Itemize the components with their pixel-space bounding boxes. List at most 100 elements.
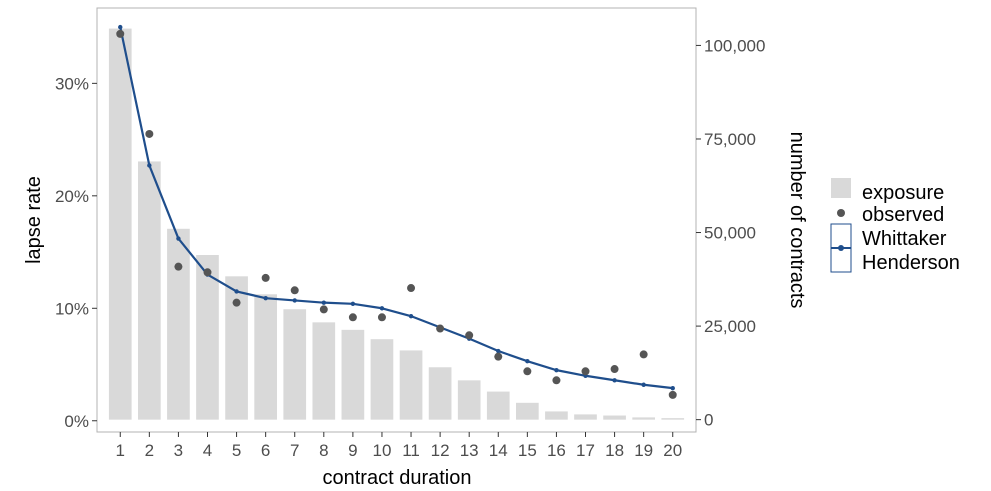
x-tick-label-14: 14 xyxy=(489,441,508,460)
whittaker-henderson-point-16 xyxy=(554,367,559,373)
right-tick-label-0: 0 xyxy=(704,411,713,430)
x-tick-label-20: 20 xyxy=(663,441,682,460)
right-tick-label-3: 75,000 xyxy=(704,130,756,149)
observed-point-6 xyxy=(261,273,270,282)
x-tick-label-3: 3 xyxy=(174,441,183,460)
x-tick-label-7: 7 xyxy=(290,441,299,460)
legend-key-observed xyxy=(837,209,845,217)
exposure-bar-2 xyxy=(138,161,161,420)
observed-point-11 xyxy=(407,284,416,293)
exposure-bar-7 xyxy=(283,309,307,420)
observed-point-10 xyxy=(377,313,386,322)
legend-key-exposure xyxy=(831,178,851,198)
observed-point-5 xyxy=(232,298,241,307)
x-tick-label-10: 10 xyxy=(373,441,392,460)
legend-label-whittaker: Whittaker xyxy=(862,228,947,250)
exposure-bar-20 xyxy=(661,418,685,420)
whittaker-henderson-point-3 xyxy=(176,236,181,241)
right-axis-title: number of contracts xyxy=(786,132,808,309)
observed-point-1 xyxy=(116,29,125,38)
right-y-axis: 0 25,000 50,000 75,000 100,000 xyxy=(696,36,765,430)
whittaker-henderson-point-1 xyxy=(118,24,123,30)
exposure-bar-6 xyxy=(254,294,277,420)
exposure-bar-11 xyxy=(399,350,423,420)
observed-point-14 xyxy=(494,352,503,361)
whittaker-henderson-point-2 xyxy=(147,163,152,168)
x-axis: 1 2 3 4 5 6 7 8 9 10 11 12 13 14 15 16 17 18 19 20 xyxy=(116,432,682,460)
right-tick-label-2: 50,000 xyxy=(704,224,756,243)
exposure-bar-1 xyxy=(108,28,132,420)
observed-point-3 xyxy=(174,262,183,271)
exposure-bar-17 xyxy=(574,414,597,420)
x-tick-label-2: 2 xyxy=(145,441,154,460)
whittaker-henderson-point-20 xyxy=(670,385,675,391)
exposure-bar-3 xyxy=(167,228,190,420)
exposure-bar-8 xyxy=(312,322,336,420)
legend: exposure observed Whittaker Henderson xyxy=(830,178,960,274)
exposure-bar-9 xyxy=(341,329,365,420)
x-tick-label-13: 13 xyxy=(460,441,479,460)
exposure-bar-16 xyxy=(545,411,568,420)
observed-point-12 xyxy=(436,324,445,333)
x-tick-label-19: 19 xyxy=(634,441,653,460)
exposure-bar-13 xyxy=(457,380,481,420)
x-tick-label-1: 1 xyxy=(116,441,125,460)
observed-point-7 xyxy=(290,286,299,295)
legend-label-henderson: Henderson xyxy=(862,252,960,274)
whittaker-henderson-point-11 xyxy=(408,313,414,319)
observed-point-13 xyxy=(465,331,474,340)
x-tick-label-11: 11 xyxy=(402,441,420,460)
exposure-bar-18 xyxy=(603,415,626,420)
x-tick-label-5: 5 xyxy=(232,441,241,460)
x-tick-label-18: 18 xyxy=(605,441,624,460)
observed-point-9 xyxy=(348,313,357,322)
observed-point-20 xyxy=(668,390,677,399)
x-tick-label-6: 6 xyxy=(261,441,270,460)
observed-point-18 xyxy=(610,365,619,374)
legend-label-exposure: exposure xyxy=(862,182,944,204)
legend-key-line-point xyxy=(838,245,844,251)
exposure-bar-19 xyxy=(632,417,655,420)
plot-panel xyxy=(96,7,697,433)
x-tick-label-9: 9 xyxy=(348,441,357,460)
whittaker-henderson-point-9 xyxy=(350,301,356,306)
whittaker-henderson-point-14 xyxy=(496,348,501,354)
whittaker-henderson-point-18 xyxy=(612,378,617,383)
x-tick-label-17: 17 xyxy=(576,441,595,460)
right-tick-label-1: 25,000 xyxy=(704,317,756,336)
whittaker-henderson-point-8 xyxy=(321,300,327,305)
left-axis-title: lapse rate xyxy=(23,176,45,264)
x-tick-label-16: 16 xyxy=(547,441,566,460)
right-tick-label-4: 100,000 xyxy=(704,36,765,55)
observed-point-19 xyxy=(639,350,648,359)
x-tick-label-8: 8 xyxy=(319,441,328,460)
whittaker-henderson-point-5 xyxy=(234,289,239,294)
whittaker-henderson-path xyxy=(119,26,673,390)
observed-point-17 xyxy=(581,367,590,376)
whittaker-henderson-point-15 xyxy=(525,358,530,364)
exposure-bar-5 xyxy=(225,276,248,420)
observed-point-4 xyxy=(203,268,212,277)
observed-points xyxy=(116,29,677,399)
exposure-bar-15 xyxy=(516,402,539,420)
x-axis-title: contract duration xyxy=(323,467,472,489)
whittaker-henderson-point-7 xyxy=(292,298,297,303)
left-tick-label-3: 30% xyxy=(55,74,89,93)
legend-label-observed: observed xyxy=(862,204,944,226)
x-tick-label-4: 4 xyxy=(203,441,212,460)
observed-point-2 xyxy=(145,129,154,138)
observed-point-8 xyxy=(319,305,328,314)
exposure-bar-4 xyxy=(196,254,219,420)
exposure-bar-14 xyxy=(486,391,510,420)
whittaker-henderson-point-19 xyxy=(641,382,646,387)
left-tick-label-0: 0% xyxy=(64,412,89,431)
exposure-bars xyxy=(108,28,685,420)
x-tick-label-15: 15 xyxy=(518,441,537,460)
observed-point-15 xyxy=(523,367,532,376)
left-tick-label-1: 10% xyxy=(55,299,89,318)
exposure-bar-10 xyxy=(370,339,394,420)
observed-point-16 xyxy=(552,376,561,385)
exposure-bar-12 xyxy=(428,367,452,420)
whittaker-henderson-point-6 xyxy=(263,295,268,301)
left-y-axis: 0% 10% 20% 30% xyxy=(55,74,97,431)
